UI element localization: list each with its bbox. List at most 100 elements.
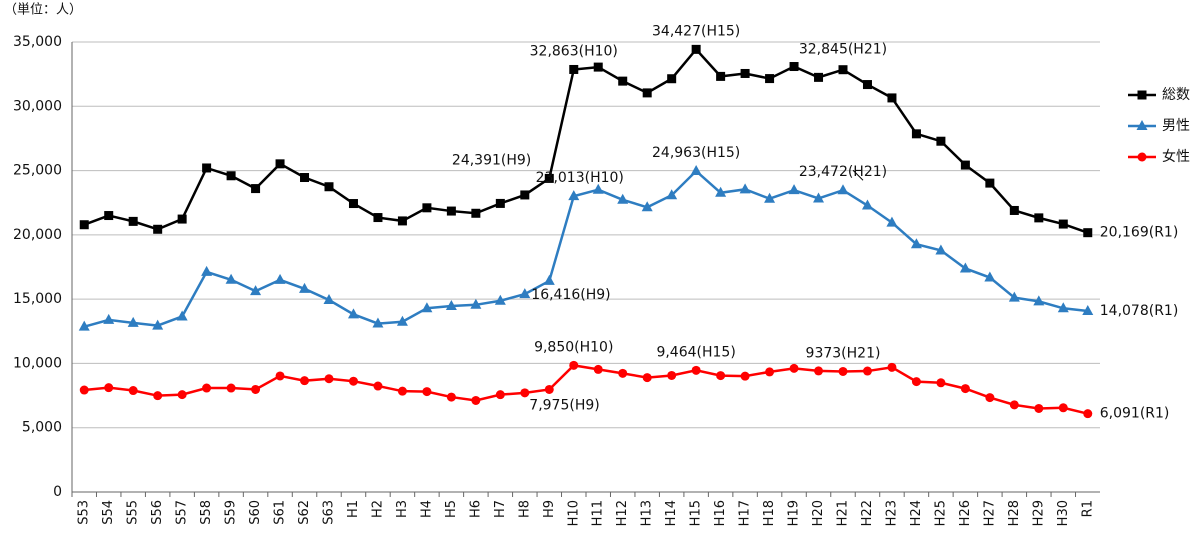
series-line	[83, 169, 1088, 328]
point	[445, 299, 457, 310]
point	[1058, 219, 1068, 229]
point	[789, 363, 799, 373]
point	[520, 190, 530, 200]
point	[177, 390, 187, 400]
y-tick-label: 5,000	[22, 420, 62, 436]
point	[886, 216, 898, 227]
point	[1057, 302, 1069, 313]
point	[1082, 304, 1094, 315]
point	[348, 376, 358, 386]
x-tick-label: H20	[811, 500, 826, 526]
x-tick-label: H1	[346, 500, 361, 518]
point	[495, 198, 505, 208]
point	[494, 294, 506, 305]
point	[152, 319, 164, 330]
point	[544, 384, 554, 394]
x-tick-label: S60	[248, 500, 263, 525]
legend-marker	[1136, 120, 1148, 130]
point	[520, 388, 530, 398]
point	[446, 392, 456, 402]
x-tick-label: H14	[664, 500, 679, 526]
point	[911, 129, 921, 139]
point	[324, 182, 334, 192]
point	[862, 80, 872, 90]
point	[1008, 291, 1020, 302]
point	[103, 313, 115, 324]
x-tick-label: H19	[787, 500, 802, 526]
annotation: 6,091(R1)	[1100, 406, 1170, 422]
point	[618, 76, 628, 86]
point	[764, 192, 776, 203]
point	[348, 199, 358, 209]
annotation: 23,013(H10)	[536, 170, 624, 186]
point	[960, 160, 970, 170]
x-tick-label: H16	[713, 500, 728, 526]
point	[495, 390, 505, 400]
point	[153, 224, 163, 234]
annotation: 32,863(H10)	[530, 43, 618, 59]
point	[789, 62, 799, 72]
x-tick-label: H6	[468, 500, 483, 518]
point	[814, 366, 824, 376]
point	[861, 199, 873, 210]
point	[935, 244, 947, 255]
point	[275, 371, 285, 381]
point	[617, 193, 629, 204]
x-tick-label: H24	[909, 500, 924, 526]
point	[838, 65, 848, 75]
annotation: 24,391(H9)	[452, 152, 531, 168]
point	[739, 183, 751, 194]
point	[1033, 295, 1045, 306]
annotation: 32,845(H21)	[799, 42, 887, 58]
x-tick-label: H25	[933, 500, 948, 526]
x-tick-label: H8	[517, 500, 532, 518]
point	[740, 371, 750, 381]
point	[470, 298, 482, 309]
point	[1034, 403, 1044, 413]
point	[911, 377, 921, 387]
x-tick-label: H18	[762, 500, 777, 526]
annotation: 20,169(R1)	[1100, 225, 1179, 241]
point	[592, 183, 604, 194]
point	[691, 365, 701, 375]
point	[1009, 205, 1019, 215]
point	[618, 368, 628, 378]
point	[667, 74, 677, 84]
point	[960, 384, 970, 394]
point	[1034, 213, 1044, 223]
annotation: 9,464(H15)	[656, 344, 735, 360]
legend-marker	[1137, 152, 1147, 162]
x-tick-label: S58	[199, 500, 214, 525]
point	[79, 385, 89, 395]
x-tick-label: H9	[542, 500, 557, 518]
point	[543, 274, 555, 285]
x-tick-label: H27	[982, 500, 997, 526]
legend-marker	[1137, 90, 1147, 100]
point	[569, 64, 579, 74]
x-tick-label: H15	[689, 500, 704, 526]
point	[127, 316, 139, 327]
point	[446, 206, 456, 216]
point	[1083, 409, 1093, 419]
x-tick-label: H3	[395, 500, 410, 518]
point	[300, 376, 310, 386]
x-tick-label: S61	[273, 500, 288, 525]
x-tick-label: H22	[860, 500, 875, 526]
point	[372, 317, 384, 328]
point	[813, 192, 825, 203]
point	[202, 383, 212, 393]
annotation: 9,850(H10)	[534, 339, 613, 355]
annotation: 23,472(H21)	[799, 164, 887, 180]
point	[985, 178, 995, 188]
point	[422, 203, 432, 213]
x-tick-label: S53	[77, 500, 92, 525]
point	[78, 320, 90, 331]
point	[569, 360, 579, 370]
x-tick-label: H7	[493, 500, 508, 518]
point	[936, 136, 946, 146]
point	[299, 282, 311, 293]
legend-label: 女性	[1162, 148, 1190, 165]
point	[471, 395, 481, 405]
x-tick-label: H4	[419, 500, 434, 518]
point	[396, 315, 408, 326]
